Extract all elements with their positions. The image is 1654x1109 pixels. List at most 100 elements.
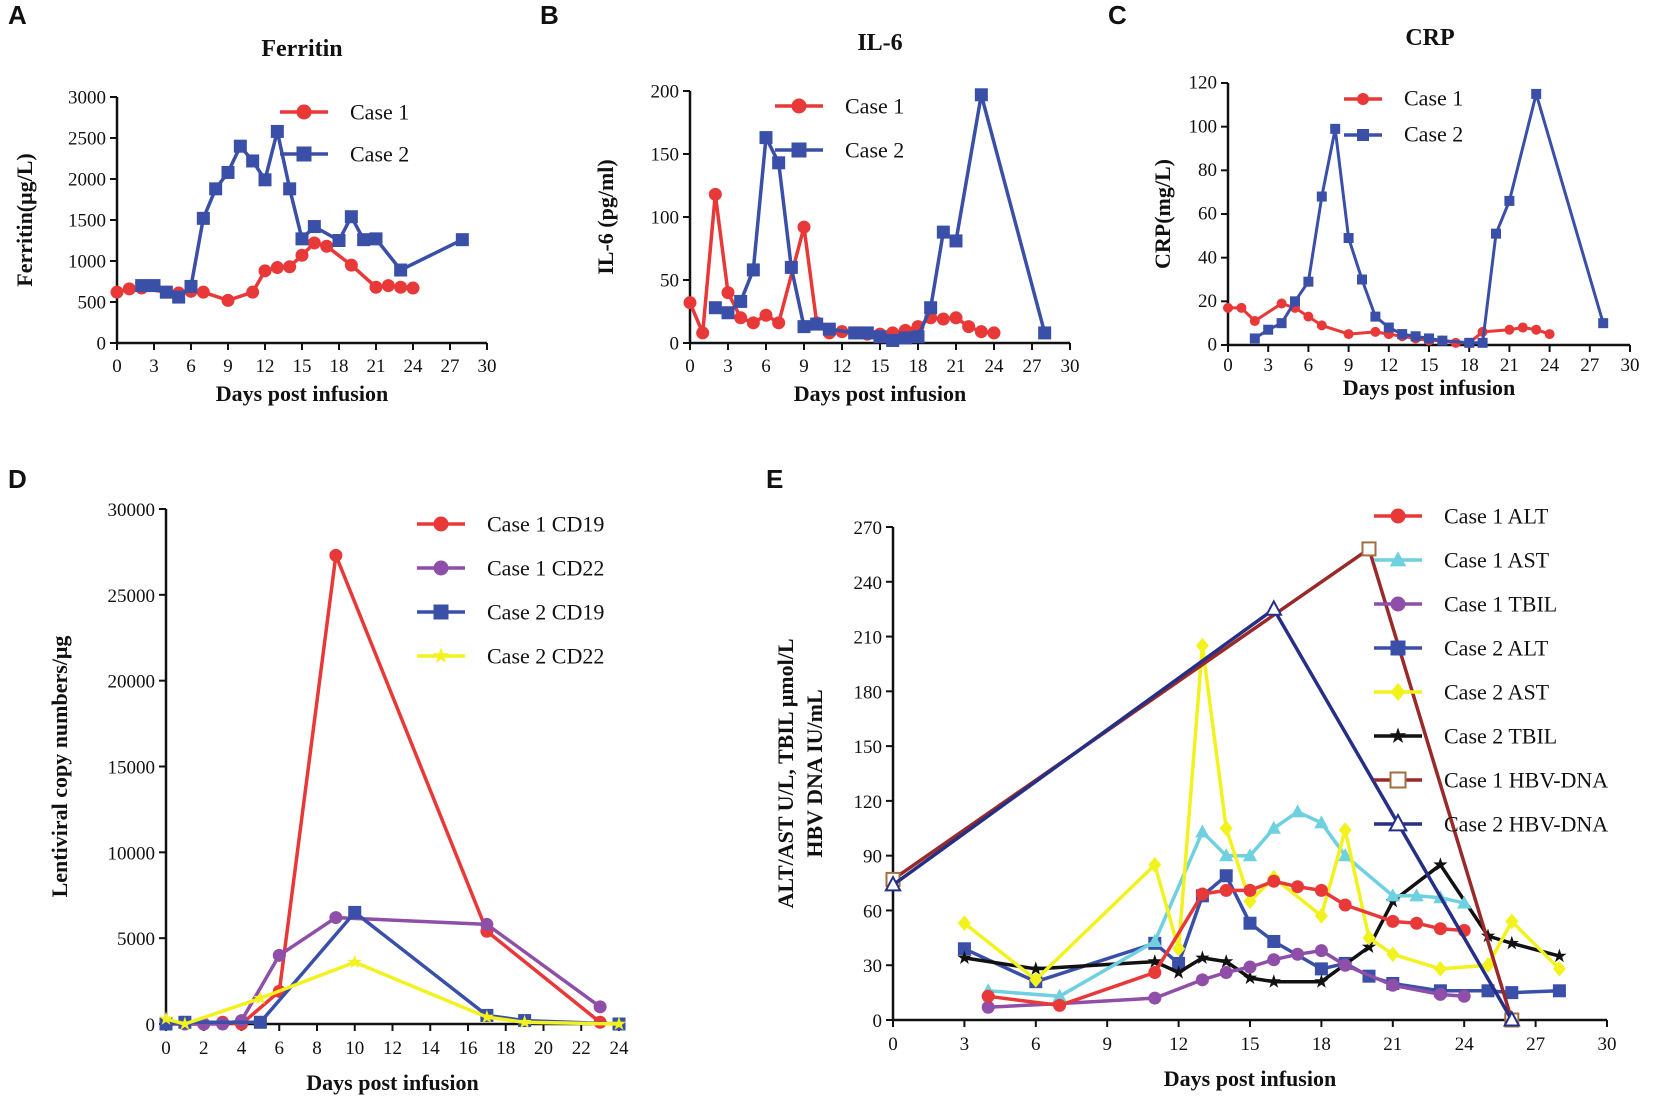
data-point [1457,989,1471,1003]
data-point [1219,954,1234,968]
data-point [1147,954,1162,968]
legend-marker [791,142,807,158]
data-point [295,248,309,262]
data-point [1195,973,1209,987]
legend-marker [1389,551,1407,567]
data-point [329,548,343,562]
data-point [1195,824,1210,838]
data-point [1219,966,1233,980]
series-case-2 [708,88,1052,347]
data-point [1409,888,1424,902]
data-point [348,905,362,919]
data-point [369,280,383,294]
data-point [936,312,950,326]
legend-label: Case 1 [845,94,904,119]
data-point [344,210,358,224]
data-point [962,320,976,334]
legend-label: Case 2 [350,142,409,167]
axes-d: 0 2 4 6 8 10 12 14 16 18 20 22 240500010000150002000… [108,500,630,1059]
series-case-1 [110,236,420,307]
data-point [246,154,260,168]
data-point [1266,820,1281,834]
data-point [307,220,321,234]
data-point [1457,895,1472,909]
y-tick-label: 5000 [117,929,155,950]
data-point [784,260,798,274]
data-point [233,139,247,153]
data-point [1314,883,1328,897]
data-point [394,280,408,294]
data-point [1171,965,1186,979]
data-point [957,950,972,964]
legend-label: Case 1 CD22 [487,556,604,581]
data-point [196,211,210,225]
data-point [1148,991,1162,1005]
data-point [1266,974,1281,988]
data-point [1148,966,1162,980]
series-case-2-cd22 [158,954,627,1030]
data-point [1291,947,1305,961]
data-point [1314,815,1329,829]
series-line [688,192,995,336]
data-point [1038,326,1052,340]
data-point [987,326,1001,340]
series-group-e [884,541,1567,1028]
y-axis-title-c: CRP(mg/L) [1150,159,1175,269]
x-axis-title-b: Days post infusion [794,381,966,406]
x-tick-label: 20 [534,1038,553,1059]
data-point [1316,320,1327,331]
y-tick-label: 200 [651,82,680,103]
y-tick-label: 0 [873,1011,883,1032]
data-point [1361,939,1377,953]
y-tick-label: 20000 [108,672,156,693]
legend-entry: Case 2 CD22 [417,644,604,669]
data-point [949,311,963,325]
x-tick-label: 9 [1344,355,1354,376]
legend-entry: Case 1 AST [1374,548,1550,573]
y-tick-label: 120 [1189,73,1218,94]
data-point [1504,935,1519,950]
legend-entry: Case 2 AST [1374,680,1550,705]
data-point [1433,857,1448,871]
x-tick-label: 12 [383,1038,402,1059]
x-tick-label: 15 [1241,1034,1260,1055]
x-tick-label: 18 [1460,355,1479,376]
data-point [369,232,383,246]
x-tick-label: 2 [199,1038,209,1059]
y-tick-label: 60 [1198,204,1217,225]
y-tick-label: 210 [854,628,883,649]
data-point [746,263,760,277]
y-tick-label: 90 [863,847,882,868]
data-point [177,1016,192,1030]
x-tick-label: 3 [149,356,159,377]
y-tick-label: 1500 [68,211,106,232]
legend-marker [433,604,449,620]
y-tick-label: 20 [1198,291,1217,312]
data-point [246,285,260,299]
x-tick-label: 15 [871,356,890,377]
legend-entry: Case 1 [775,94,904,119]
legend-label: Case 1 AST [1444,548,1550,573]
data-point [1343,329,1354,340]
data-point [1264,599,1283,616]
data-point [295,232,309,246]
legend-entry: Case 1 ALT [1374,504,1549,529]
y-tick-label: 2500 [68,129,106,150]
data-point [708,187,722,201]
x-tick-label: 18 [330,356,349,377]
data-point [1243,893,1257,910]
data-point [283,182,297,196]
data-point [1433,961,1447,977]
data-point [898,331,912,345]
x-tick-label: 27 [1580,355,1599,376]
data-point [1504,195,1515,206]
data-point [1386,978,1400,992]
data-point [593,1000,607,1014]
y-tick-label: 240 [854,573,883,594]
x-tick-label: 6 [1304,355,1314,376]
x-tick-label: 12 [1379,355,1398,376]
legend-marker [1357,93,1369,105]
x-axis-title-c: Days post infusion [1343,375,1515,400]
data-point [1357,274,1367,285]
